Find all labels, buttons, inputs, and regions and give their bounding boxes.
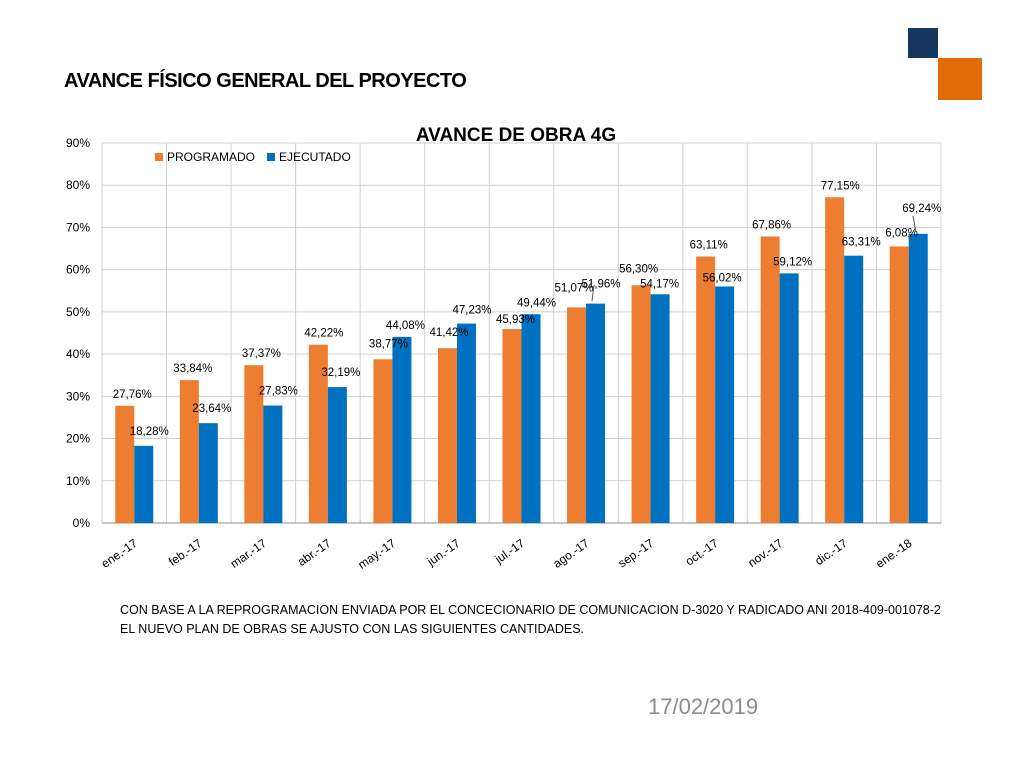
data-label-programado: 41,42% xyxy=(429,327,468,339)
data-label-ejecutado: 69,24% xyxy=(902,203,941,215)
bar-programado xyxy=(179,380,199,523)
chart-legend: PROGRAMADO EJECUTADO xyxy=(155,150,351,164)
x-tick-label: jul.-17 xyxy=(492,536,528,567)
legend-swatch-programado xyxy=(155,153,163,161)
bar-ejecutado xyxy=(586,303,606,523)
data-label-programado: 6,08% xyxy=(885,227,918,239)
y-tick-label: 60% xyxy=(66,263,90,277)
x-tick-label: ene.-18 xyxy=(873,536,915,571)
data-label-programado: 63,11% xyxy=(690,240,728,252)
data-label-ejecutado: 49,44% xyxy=(517,297,556,309)
data-label-ejecutado: 51,96% xyxy=(582,279,621,291)
legend-swatch-ejecutado xyxy=(267,153,275,161)
x-tick-label: abr.-17 xyxy=(295,536,334,569)
x-tick-label: dic.-17 xyxy=(812,536,850,568)
data-label-programado: 37,37% xyxy=(242,348,281,360)
date-label: 17/02/2019 xyxy=(648,694,759,719)
bar-ejecutado xyxy=(908,233,928,523)
note-text: CON BASE A LA REPROGRAMACION ENVIADA POR… xyxy=(120,603,941,636)
y-tick-label: 30% xyxy=(66,389,90,403)
data-label-ejecutado: 56,02% xyxy=(703,272,742,284)
y-tick-label: 40% xyxy=(66,347,90,361)
x-tick-label: feb.-17 xyxy=(166,536,205,569)
bar-ejecutado xyxy=(392,336,412,523)
legend-label-programado: PROGRAMADO xyxy=(167,150,255,164)
leader-line xyxy=(912,215,917,233)
decorative-square-dark xyxy=(908,28,938,58)
y-tick-label: 90% xyxy=(66,136,90,150)
bar-chart: AVANCE DE OBRA 4G 0% 10% 20% 30% 40% 50% 60% 70… xyxy=(66,125,942,572)
bar-ejecutado xyxy=(456,323,476,523)
bar-ejecutado xyxy=(521,314,541,523)
data-label-programado: 56,30% xyxy=(619,263,658,275)
x-tick-label: may.-17 xyxy=(355,536,398,572)
data-label-ejecutado: 32,19% xyxy=(321,367,360,379)
x-tick-label: sep.-17 xyxy=(615,536,656,571)
bar-programado xyxy=(115,405,135,523)
bar-ejecutado xyxy=(198,423,218,523)
x-tick-label: jun.-17 xyxy=(424,536,463,569)
bar-ejecutado xyxy=(327,387,347,523)
bar-ejecutado xyxy=(263,405,283,523)
data-label-ejecutado: 23,64% xyxy=(192,403,231,415)
bar-programado xyxy=(825,197,845,523)
bar-ejecutado xyxy=(134,445,154,523)
bar-programado xyxy=(244,365,264,523)
page-title: AVANCE FÍSICO GENERAL DEL PROYECTO xyxy=(64,70,467,92)
data-label-programado: 27,76% xyxy=(113,389,152,401)
y-tick-label: 50% xyxy=(66,305,90,319)
legend-label-ejecutado: EJECUTADO xyxy=(279,150,351,164)
data-label-ejecutado: 18,28% xyxy=(130,426,169,438)
bar-programado xyxy=(889,246,909,523)
x-tick-label: nov.-17 xyxy=(745,536,785,570)
bar-programado xyxy=(696,256,716,523)
x-tick-label: ene.-17 xyxy=(99,536,141,571)
data-label-programado: 67,86% xyxy=(752,219,791,231)
chart-title: AVANCE DE OBRA 4G xyxy=(416,125,616,146)
data-label-programado: 42,22% xyxy=(304,328,343,340)
bar-programado xyxy=(631,285,651,523)
leader-line xyxy=(591,284,595,302)
bar-ejecutado xyxy=(715,286,735,523)
bar-programado xyxy=(437,348,457,523)
x-tick-label: oct.-17 xyxy=(683,536,721,569)
y-tick-label: 0% xyxy=(73,516,91,530)
data-label-programado: 51,07% xyxy=(555,282,594,294)
y-tick-label: 20% xyxy=(66,432,90,446)
data-label-ejecutado: 44,08% xyxy=(386,320,425,332)
bar-programado xyxy=(373,359,393,523)
bar-ejecutado xyxy=(779,273,799,523)
data-label-programado: 38,77% xyxy=(369,338,408,350)
bar-ejecutado xyxy=(844,255,864,524)
y-tick-label: 80% xyxy=(66,178,90,192)
decorative-square-orange xyxy=(938,58,982,100)
data-label-programado: 45,93% xyxy=(496,314,535,326)
bar-programado xyxy=(567,307,587,523)
data-label-ejecutado: 27,83% xyxy=(259,385,298,397)
data-label-ejecutado: 59,12% xyxy=(773,256,812,268)
bar-programado xyxy=(308,344,328,523)
bar-programado xyxy=(502,329,522,523)
leader-line xyxy=(907,235,913,241)
data-label-programado: 77,15% xyxy=(821,180,860,192)
data-label-programado: 33,84% xyxy=(173,363,212,375)
x-tick-label: mar.-17 xyxy=(228,536,270,571)
data-label-ejecutado: 47,23% xyxy=(452,305,491,317)
x-tick-label: ago.-17 xyxy=(550,536,592,571)
y-tick-label: 10% xyxy=(66,474,90,488)
data-label-ejecutado: 63,31% xyxy=(842,237,881,249)
bar-ejecutado xyxy=(650,294,670,523)
data-label-ejecutado: 54,17% xyxy=(640,278,679,290)
y-tick-label: 70% xyxy=(66,220,90,234)
bar-programado xyxy=(760,236,780,524)
